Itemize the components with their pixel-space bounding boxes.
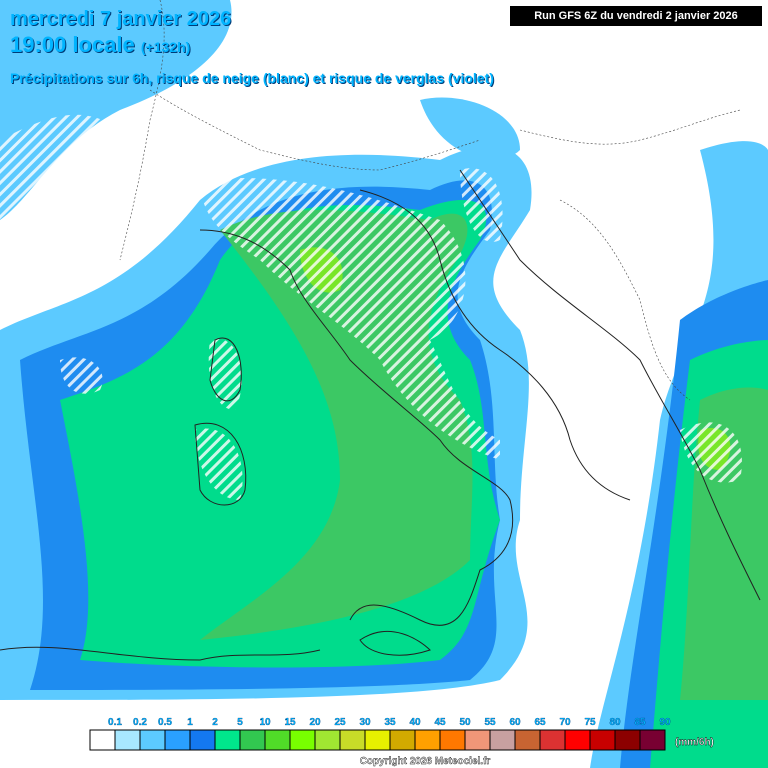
legend-label: 2 [212, 717, 218, 728]
legend-swatch [414, 729, 441, 751]
borders [119, 0, 741, 401]
legend-label: 15 [284, 717, 296, 728]
legend-swatch [339, 729, 366, 751]
run-info: Run GFS 6Z du vendredi 2 janvier 2026 [510, 6, 762, 26]
legend-swatch [489, 729, 516, 751]
legend-swatch [114, 729, 141, 751]
legend-label: 50 [459, 717, 471, 728]
legend-label: 60 [509, 717, 521, 728]
legend-swatch [614, 729, 641, 751]
legend-label: 70 [559, 717, 571, 728]
legend-swatch [214, 729, 241, 751]
legend-label: 20 [309, 717, 321, 728]
copyright: Copyright 2026 Meteociel.fr [360, 756, 491, 767]
legend-swatch [239, 729, 266, 751]
forecast-time: 19:00 locale (+132h) [10, 32, 190, 58]
legend-swatch [264, 729, 291, 751]
legend-label: 90 [659, 717, 671, 728]
legend-swatch [289, 729, 316, 751]
legend-swatch [514, 729, 541, 751]
snow-risk [0, 114, 742, 500]
legend-swatch [89, 729, 116, 751]
legend-swatch [314, 729, 341, 751]
legend-swatch [139, 729, 166, 751]
forecast-lead: (+132h) [140, 39, 191, 55]
legend-swatch [439, 729, 466, 751]
coastlines [0, 169, 761, 661]
legend-label: 45 [434, 717, 446, 728]
legend-swatch [464, 729, 491, 751]
legend-label: 80 [609, 717, 621, 728]
legend-label: 10 [259, 717, 271, 728]
legend-swatch [389, 729, 416, 751]
legend-swatch [589, 729, 616, 751]
forecast-subtitle: Précipitations sur 6h, risque de neige (… [10, 70, 494, 86]
legend-label: 0.5 [158, 717, 172, 728]
legend-swatch [164, 729, 191, 751]
legend-swatch [189, 729, 216, 751]
forecast-date: mercredi 7 janvier 2026 [10, 8, 232, 30]
legend-label: 40 [409, 717, 421, 728]
legend-label: 85 [634, 717, 646, 728]
legend-label: 25 [334, 717, 346, 728]
forecast-time-value: 19:00 locale [10, 32, 135, 57]
legend-label: 55 [484, 717, 496, 728]
legend-label: 0.2 [133, 717, 147, 728]
legend-label: 35 [384, 717, 396, 728]
legend-swatch [364, 729, 391, 751]
legend: 0.1 0.2 0.5 1 2 5 10 15 20 25 30 35 40 45 50 55 60 65 70 75… [89, 717, 714, 767]
legend-label: 75 [584, 717, 596, 728]
legend-swatch [539, 729, 566, 751]
legend-unit: (mm/6h) [675, 737, 714, 748]
legend-swatch [639, 729, 666, 751]
legend-label: 65 [534, 717, 546, 728]
legend-label: 5 [237, 717, 243, 728]
legend-label: 30 [359, 717, 371, 728]
legend-label: 1 [187, 717, 193, 728]
legend-swatch [564, 729, 591, 751]
legend-label: 0.1 [108, 717, 122, 728]
